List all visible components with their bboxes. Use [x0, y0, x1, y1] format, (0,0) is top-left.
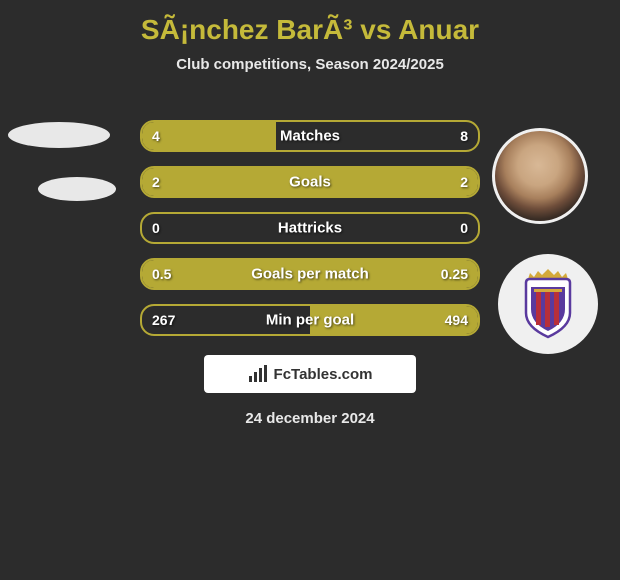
stat-label: Goals — [289, 174, 331, 191]
stat-value-left: 2 — [152, 174, 160, 190]
page-title: SÃ¡nchez BarÃ³ vs Anuar — [0, 0, 620, 46]
stat-value-right: 494 — [445, 312, 468, 328]
stat-row: 267 Min per goal 494 — [140, 304, 480, 336]
stat-row: 4 Matches 8 — [140, 120, 480, 152]
player-photo — [492, 128, 588, 224]
crest-icon — [518, 269, 578, 339]
stat-value-left: 0 — [152, 220, 160, 236]
stat-label: Min per goal — [266, 312, 354, 329]
stat-label: Matches — [280, 128, 340, 145]
stat-bar-right — [310, 168, 478, 196]
club-crest — [498, 254, 598, 354]
brand-badge: FcTables.com — [204, 355, 416, 393]
stat-row: 0.5 Goals per match 0.25 — [140, 258, 480, 290]
date-line: 24 december 2024 — [0, 410, 620, 427]
stats-container: 4 Matches 8 2 Goals 2 0 Hattricks 0 0.5 Goals per … — [140, 120, 480, 350]
stat-bar-left — [142, 168, 310, 196]
stat-value-right: 8 — [460, 128, 468, 144]
stat-value-right: 0 — [460, 220, 468, 236]
brand-bars-icon — [248, 365, 270, 383]
left-decor-ellipse-1 — [8, 122, 110, 148]
left-decor-ellipse-2 — [38, 177, 116, 201]
stat-value-right: 2 — [460, 174, 468, 190]
stat-value-left: 267 — [152, 312, 175, 328]
stat-value-left: 4 — [152, 128, 160, 144]
page-subtitle: Club competitions, Season 2024/2025 — [0, 56, 620, 73]
stat-label: Goals per match — [251, 266, 369, 283]
brand-text: FcTables.com — [274, 366, 373, 383]
stat-label: Hattricks — [278, 220, 342, 237]
stat-value-right: 0.25 — [441, 266, 468, 282]
stat-row: 0 Hattricks 0 — [140, 212, 480, 244]
stat-bar-left — [142, 122, 276, 150]
stat-value-left: 0.5 — [152, 266, 171, 282]
stat-row: 2 Goals 2 — [140, 166, 480, 198]
